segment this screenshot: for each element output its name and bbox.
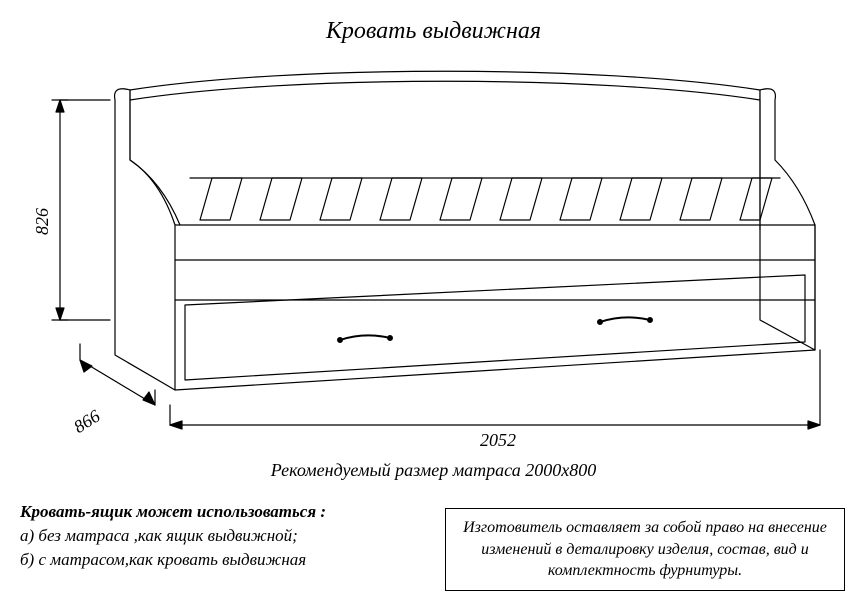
- page: Кровать выдвижная: [0, 0, 867, 611]
- dimension-width: 2052: [480, 430, 516, 451]
- usage-option-b: б) с матрасом,как кровать выдвижная: [20, 548, 420, 572]
- disclaimer-box: Изготовитель оставляет за собой право на…: [445, 508, 845, 591]
- bed-drawing: [40, 60, 830, 430]
- usage-block: Кровать-ящик может использоваться : а) б…: [20, 500, 420, 571]
- bed-svg: [40, 60, 830, 430]
- usage-heading: Кровать-ящик может использоваться :: [20, 500, 420, 524]
- usage-option-a: а) без матраса ,как ящик выдвижной;: [20, 524, 420, 548]
- page-title: Кровать выдвижная: [0, 18, 867, 45]
- dimension-height: 826: [32, 208, 53, 235]
- mattress-note: Рекомендуемый размер матраса 2000x800: [0, 460, 867, 481]
